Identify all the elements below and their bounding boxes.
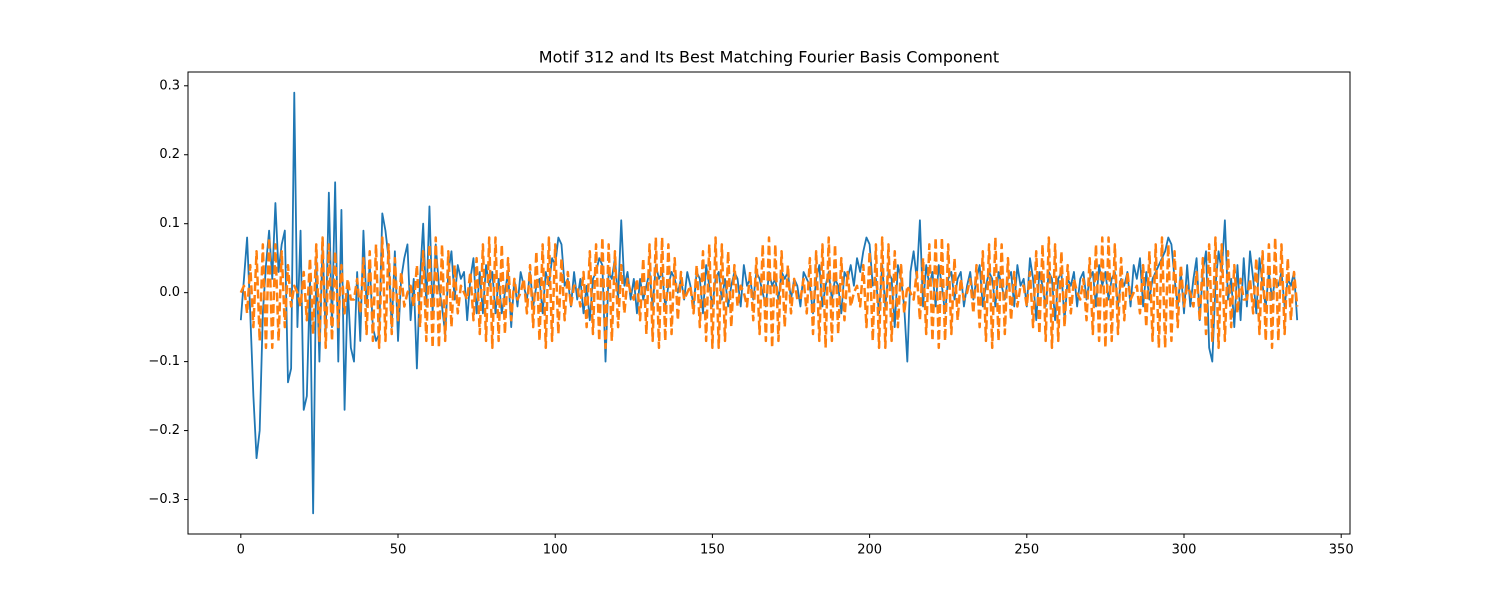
y-tick-label: −0.2 bbox=[148, 423, 180, 438]
x-tick-label: 300 bbox=[1172, 543, 1197, 558]
x-tick-label: 350 bbox=[1329, 543, 1354, 558]
y-tick-label: 0.1 bbox=[159, 216, 180, 231]
x-tick-label: 150 bbox=[700, 543, 725, 558]
plot-area bbox=[239, 91, 1299, 515]
x-tick-label: 50 bbox=[390, 543, 407, 558]
y-tick-label: −0.3 bbox=[148, 492, 180, 507]
x-tick-label: 0 bbox=[237, 543, 245, 558]
y-tick-label: −0.1 bbox=[148, 354, 180, 369]
x-tick-label: 250 bbox=[1014, 543, 1039, 558]
chart-title: Motif 312 and Its Best Matching Fourier … bbox=[539, 48, 999, 67]
y-tick-label: 0.2 bbox=[159, 147, 180, 162]
series-line bbox=[239, 236, 1299, 350]
y-tick-label: 0.3 bbox=[159, 78, 180, 93]
x-tick-label: 100 bbox=[543, 543, 568, 558]
y-tick-label: 0.0 bbox=[159, 285, 180, 300]
axes-frame bbox=[187, 71, 1351, 535]
x-tick-label: 200 bbox=[857, 543, 882, 558]
